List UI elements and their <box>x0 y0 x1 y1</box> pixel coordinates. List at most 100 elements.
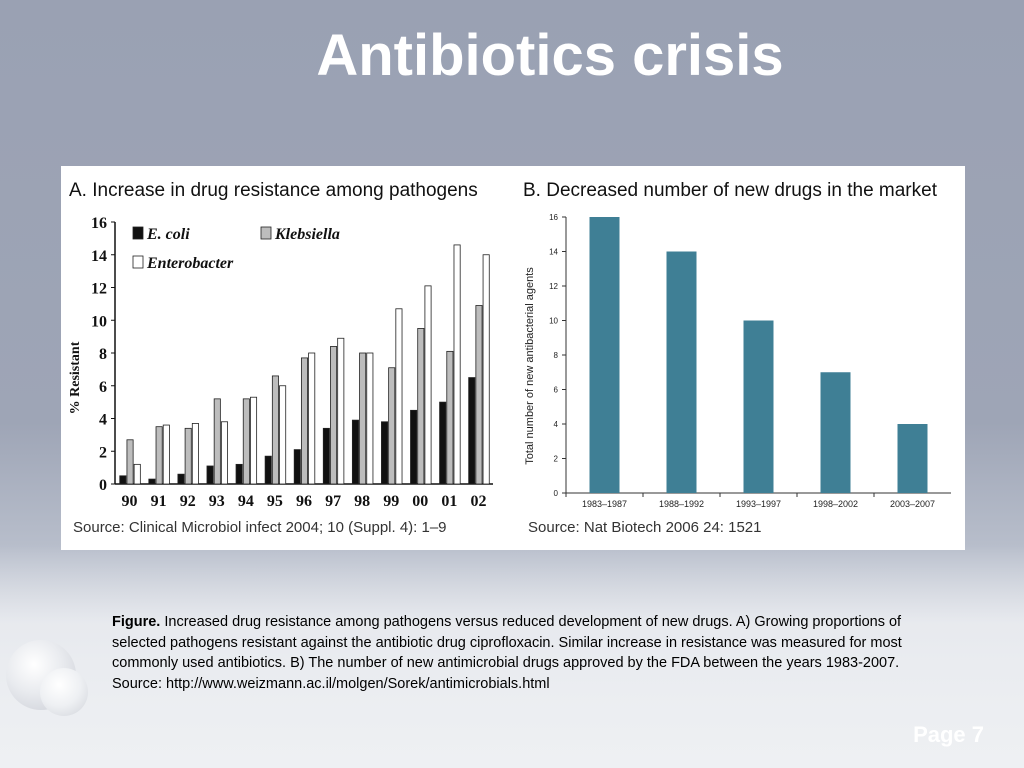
chart-a-bar-ecoli <box>351 419 359 485</box>
chart-b-title: B. Decreased number of new drugs in the … <box>523 180 938 201</box>
chart-a-bar-enterobacter <box>482 254 490 485</box>
chart-a-x-tick-label: 94 <box>238 493 254 510</box>
chart-b-y-tick-label: 12 <box>549 282 558 291</box>
chart-a-bar-enterobacter <box>395 308 403 485</box>
chart-a-x-tick-label: 99 <box>383 493 399 510</box>
chart-a-x-tick-label: 97 <box>325 493 341 510</box>
chart-a-legend-swatch <box>132 226 144 240</box>
chart-a-legend-label: Enterobacter <box>146 255 234 272</box>
chart-a-ylabel: % Resistant <box>68 341 83 414</box>
chart-a-bar-enterobacter <box>250 396 258 485</box>
chart-b-x-tick-label: 1988–1992 <box>659 499 704 509</box>
chart-a-x-tick-label: 90 <box>122 493 138 510</box>
chart-a-bar-ecoli <box>293 449 301 485</box>
page-number: Page 7 <box>913 722 984 747</box>
chart-a-bar-klebsiella <box>475 305 483 485</box>
chart-a-bar-ecoli <box>322 427 330 485</box>
chart-a-y-tick-label: 8 <box>99 346 107 363</box>
chart-a-bar-ecoli <box>439 401 447 485</box>
caption-text: Increased drug resistance among pathogen… <box>112 614 902 671</box>
chart-a-y-tick-label: 10 <box>91 313 107 330</box>
chart-a-bar-enterobacter <box>424 285 432 485</box>
chart-a-title: A. Increase in drug resistance among pat… <box>69 180 478 201</box>
chart-a-x-tick-label: 01 <box>441 493 457 510</box>
chart-b-source: Source: Nat Biotech 2006 24: 1521 <box>528 519 762 536</box>
chart-b-bar <box>666 251 697 493</box>
chart-a-bar-klebsiella <box>359 352 367 485</box>
chart-a-bar-klebsiella <box>126 439 134 485</box>
chart-a-bar-enterobacter <box>191 423 199 485</box>
decorative-sphere-small <box>40 668 88 716</box>
figure-caption: Figure. Increased drug resistance among … <box>112 612 942 694</box>
chart-a-legend-label: Klebsiella <box>274 226 340 243</box>
chart-a-x-tick-label: 00 <box>412 493 428 510</box>
chart-a-y-tick-label: 2 <box>99 444 107 461</box>
chart-b-ylabel: Total number of new antibacterial agents <box>524 267 536 465</box>
chart-b-y-tick-label: 16 <box>549 213 558 222</box>
chart-a-bar-klebsiella <box>155 426 163 485</box>
chart-a-bar-klebsiella <box>417 328 425 485</box>
chart-a-bar-klebsiella <box>242 398 250 485</box>
chart-a-legend-swatch <box>260 226 272 240</box>
chart-a-bar-ecoli <box>468 377 476 485</box>
chart-a-bar-klebsiella <box>184 427 192 485</box>
chart-a-y-tick-label: 4 <box>99 412 107 429</box>
chart-a-bar-enterobacter <box>162 424 170 485</box>
chart-a-bar-enterobacter <box>453 244 461 485</box>
chart-a-legend-label: E. coli <box>146 226 190 243</box>
chart-b-y-tick-label: 10 <box>549 317 558 326</box>
chart-a-bar-enterobacter <box>279 385 287 485</box>
chart-a-y-tick-label: 6 <box>99 379 107 396</box>
chart-a-x-tick-label: 93 <box>209 493 225 510</box>
chart-a-bar-enterobacter <box>133 463 141 485</box>
chart-b-x-tick-label: 2003–2007 <box>890 499 935 509</box>
chart-a-bar-ecoli <box>235 463 243 485</box>
chart-a-bar-ecoli <box>264 455 272 485</box>
chart-a-legend-swatch <box>132 255 144 269</box>
chart-a-bar-klebsiella <box>271 375 279 485</box>
chart-a-source: Source: Clinical Microbiol infect 2004; … <box>73 519 447 536</box>
chart-a-x-tick-label: 96 <box>296 493 312 510</box>
chart-a-bar-ecoli <box>381 421 389 485</box>
chart-b-bar <box>589 217 620 493</box>
figure-panel: A. Increase in drug resistance among pat… <box>61 166 965 550</box>
chart-b-bar <box>743 320 774 493</box>
slide-title: Antibiotics crisis <box>316 23 784 88</box>
chart-a-x-tick-label: 92 <box>180 493 196 510</box>
chart-b-bar <box>820 372 851 493</box>
chart-a-y-tick-label: 0 <box>99 477 107 494</box>
chart-a-bar-enterobacter <box>308 352 316 485</box>
floor-reflection <box>0 545 1024 768</box>
chart-a-bar-ecoli <box>148 478 156 485</box>
chart-a-bar-ecoli <box>206 465 214 485</box>
chart-b-y-tick-label: 6 <box>554 386 559 395</box>
chart-b-x-tick-label: 1983–1987 <box>582 499 627 509</box>
chart-a-x-tick-label: 98 <box>354 493 370 510</box>
chart-a-bar-klebsiella <box>213 398 221 485</box>
chart-a-bar-enterobacter <box>220 421 228 485</box>
chart-a-bar-klebsiella <box>446 350 454 485</box>
chart-b-x-tick-label: 1993–1997 <box>736 499 781 509</box>
chart-b-bar <box>897 424 928 493</box>
chart-a-bar-klebsiella <box>330 346 338 485</box>
chart-a-y-tick-label: 12 <box>91 281 107 298</box>
chart-b-y-tick-label: 14 <box>549 248 558 257</box>
chart-a-x-tick-label: 91 <box>151 493 167 510</box>
chart-a-bar-enterobacter <box>337 337 345 485</box>
chart-a-x-tick-label: 02 <box>470 493 486 510</box>
caption-lead: Figure. <box>112 614 161 630</box>
chart-b-plot: 0 2 4 6 8 10 12 14 16 1983–1987 1988–1992 1993–1997… <box>549 213 951 509</box>
chart-a-bar-ecoli <box>177 473 185 485</box>
chart-a-bar-ecoli <box>410 409 418 485</box>
chart-a-bar-klebsiella <box>388 367 396 485</box>
chart-a-bar-enterobacter <box>366 352 374 485</box>
chart-b-y-tick-label: 2 <box>554 455 559 464</box>
chart-a-bar-ecoli <box>119 475 127 485</box>
chart-a-y-tick-label: 14 <box>91 248 107 265</box>
charts-svg: A. Increase in drug resistance among pat… <box>68 180 951 536</box>
chart-a-x-tick-label: 95 <box>267 493 283 510</box>
chart-b-y-tick-label: 8 <box>554 351 559 360</box>
chart-b-y-tick-label: 0 <box>554 489 559 498</box>
chart-a-bar-klebsiella <box>300 357 308 485</box>
